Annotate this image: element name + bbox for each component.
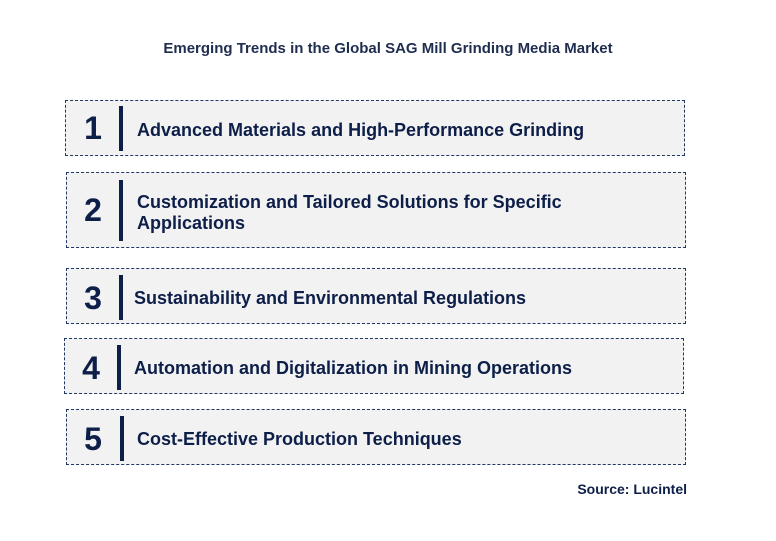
trend-item-4 xyxy=(64,338,684,394)
trend-label-3: Sustainability and Environmental Regulat… xyxy=(134,288,527,308)
trend-item-3 xyxy=(66,268,686,324)
trend-divider-5 xyxy=(120,416,124,461)
trend-label-1: Advanced Materials and High-Performance … xyxy=(137,120,585,140)
trend-number-5: 5 xyxy=(84,421,102,457)
trend-divider-3 xyxy=(119,275,123,320)
trend-label-2: Customization and Tailored Solutions for… xyxy=(137,192,562,233)
trend-label-4: Automation and Digitalization in Mining … xyxy=(134,358,572,378)
source-label: Source: Lucintel xyxy=(577,481,687,497)
trend-divider-2 xyxy=(119,180,123,241)
trend-label-5: Cost-Effective Production Techniques xyxy=(137,429,462,449)
trend-number-3: 3 xyxy=(84,280,102,316)
trend-item-1 xyxy=(65,100,685,156)
diagram-title: Emerging Trends in the Global SAG Mill G… xyxy=(163,40,613,57)
trend-number-1: 1 xyxy=(84,110,102,146)
trend-divider-4 xyxy=(117,345,121,390)
trend-divider-1 xyxy=(119,106,123,151)
trend-number-4: 4 xyxy=(82,350,100,386)
trend-item-2 xyxy=(66,172,686,248)
trend-item-5 xyxy=(66,409,686,465)
trend-number-2: 2 xyxy=(84,192,102,228)
